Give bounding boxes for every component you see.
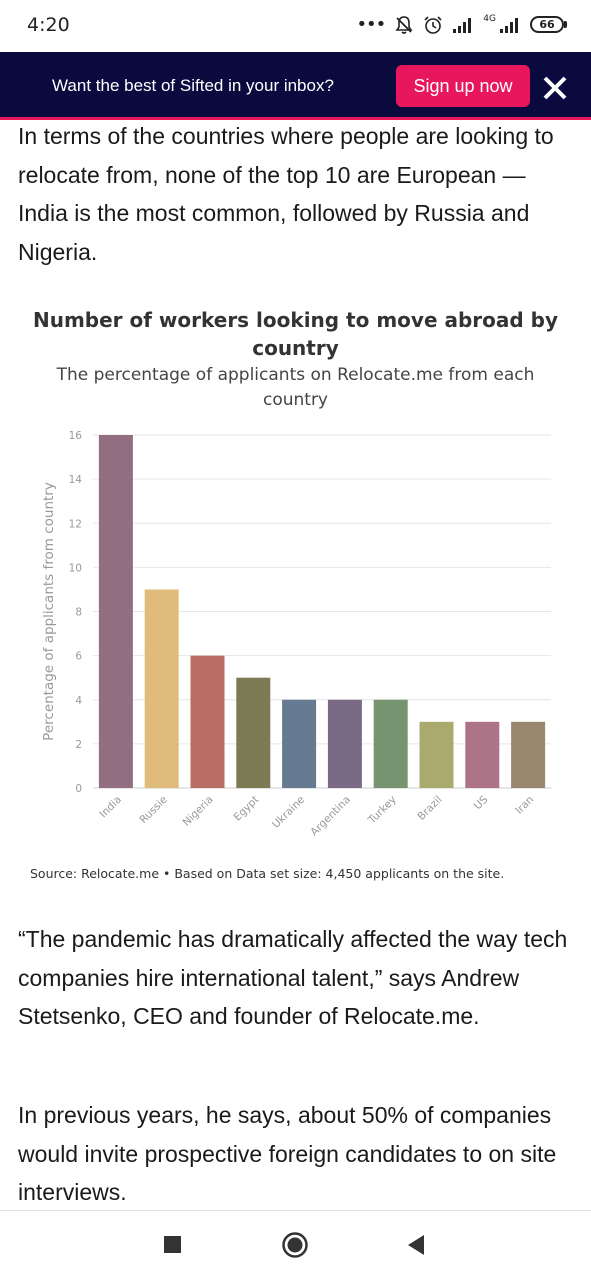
x-tick-label: Iran <box>513 794 536 817</box>
bar-chart: 0 2 4 6 8 10 12 14 16 Percentage of applicants fr… <box>41 430 551 839</box>
y-tick-label: 6 <box>75 651 82 663</box>
signal-4g-icon <box>500 17 518 33</box>
x-tick-label: Nigeria <box>181 794 216 829</box>
newsletter-banner: Want the best of Sifted in your inbox? S… <box>0 52 591 120</box>
navigation-bar <box>0 1211 591 1280</box>
status-time: 4:20 <box>27 14 70 36</box>
recents-square-icon[interactable] <box>163 1235 183 1255</box>
y-axis-label: Percentage of applicants from country <box>41 482 57 741</box>
y-tick-label: 10 <box>69 562 82 574</box>
y-tick-label: 0 <box>75 783 82 795</box>
y-tick-label: 2 <box>75 739 82 751</box>
y-tick-label: 12 <box>69 518 82 530</box>
x-tick-label: Egypt <box>232 794 262 824</box>
x-tick-label: Ukraine <box>270 794 307 831</box>
article-paragraph: In terms of the countries where people a… <box>18 123 554 265</box>
x-tick-label: Russie <box>137 794 169 826</box>
x-tick-label: US <box>472 793 491 812</box>
battery-icon: 66 <box>530 16 567 33</box>
chart-subtitle: The percentage of applicants on Relocate… <box>56 365 535 410</box>
back-triangle-icon[interactable] <box>406 1234 426 1256</box>
bar-argentina <box>327 699 362 788</box>
chart-source: Source: Relocate.me • Based on Data set … <box>30 866 505 881</box>
bar-ukraine <box>282 699 317 788</box>
bar-us <box>465 721 500 788</box>
x-tick-label: India <box>97 794 124 821</box>
bar-brazil <box>419 721 454 788</box>
close-icon[interactable] <box>540 73 570 103</box>
y-tick-label: 8 <box>75 607 82 619</box>
nav-divider <box>0 1210 591 1211</box>
y-tick-label: 14 <box>69 474 83 486</box>
status-icons: ••• 4G 66 <box>356 14 567 35</box>
article-paragraph: “The pandemic has dramatically affected … <box>18 926 568 1029</box>
bar-egypt <box>236 677 271 788</box>
chart-title: Number of workers looking to move abroad… <box>32 308 559 360</box>
banner-text: Want the best of Sifted in your inbox? <box>52 76 334 95</box>
bar-turkey <box>373 699 408 788</box>
battery-level: 66 <box>530 16 564 33</box>
more-notifications-icon: ••• <box>356 14 386 35</box>
x-tick-label: Brazil <box>415 794 444 823</box>
bar-iran <box>511 721 546 788</box>
muted-bell-icon <box>395 15 413 34</box>
x-tick-label: Argentina <box>308 794 353 839</box>
article-paragraph: In previous years, he says, about 50% of… <box>18 1102 557 1205</box>
status-bar: 4:20 ••• 4G 66 <box>0 0 591 52</box>
home-circle-icon[interactable] <box>281 1231 309 1259</box>
bar-russie <box>144 589 179 788</box>
signal-icon <box>453 17 472 33</box>
sign-up-button[interactable]: Sign up now <box>396 65 530 107</box>
bar-nigeria <box>190 655 225 788</box>
y-tick-label: 4 <box>75 695 82 707</box>
alarm-icon <box>424 15 442 34</box>
bar-india <box>98 435 133 788</box>
x-tick-label: Turkey <box>365 794 398 827</box>
y-tick-label: 16 <box>69 430 83 442</box>
network-type-label: 4G <box>483 14 496 24</box>
